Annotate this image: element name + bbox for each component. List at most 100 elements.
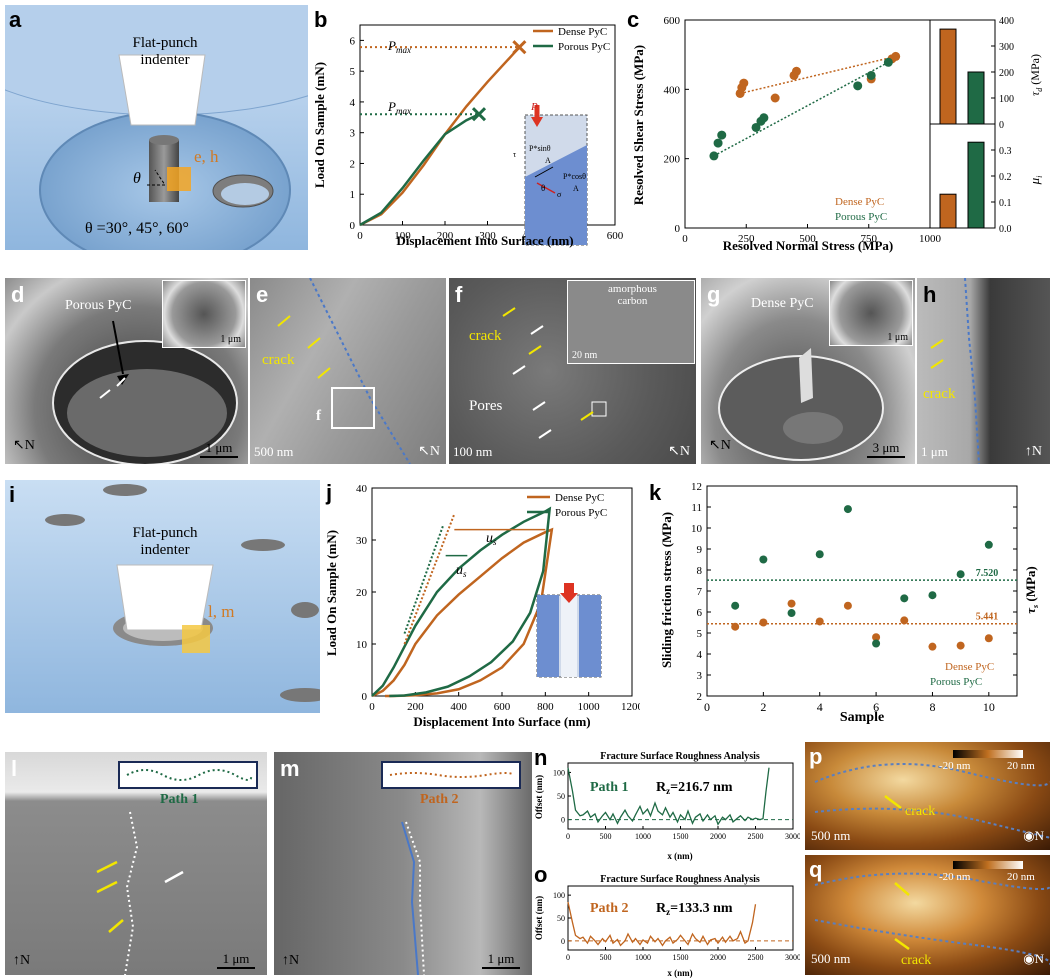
chart-c-ytick-label: 200	[664, 154, 681, 166]
chart-j-legend-porous: Porous PyC	[555, 507, 607, 519]
pmax-porous: Pmax	[387, 99, 411, 116]
inset-f2d: A	[573, 184, 579, 193]
panel-label-n: n	[534, 745, 548, 770]
chart-j-xtick-label: 0	[369, 701, 375, 713]
chart-c-ytick-label: 0	[675, 223, 681, 235]
panel-label-e: e	[256, 282, 269, 307]
chart-k-ytick-label: 3	[697, 670, 703, 682]
chart-k-point-dense	[815, 617, 824, 626]
chart-o-xtick-label: 3000	[785, 953, 800, 962]
chart-n-title: Fracture Surface Roughness Analysis	[600, 751, 760, 762]
panel-q-north: ◉N	[1023, 951, 1044, 966]
chart-b-ytick-label: 0	[350, 220, 356, 232]
panel-label-o: o	[534, 862, 548, 887]
chart-c-xtick-label: 250	[738, 233, 755, 245]
chart-k-point-dense	[956, 641, 965, 650]
chart-o-ytick-label: 0	[561, 937, 565, 946]
chart-c-inset-top-tick-label: 0	[999, 120, 1004, 131]
panel-p-cb-max: 20 nm	[1007, 760, 1035, 772]
panel-m-path: Path 2	[420, 792, 459, 807]
panel-f-north: ↖N	[668, 444, 690, 459]
panel-f-crack: crack	[469, 328, 502, 344]
chart-k-point-porous	[872, 639, 881, 648]
chart-c-bar-tau-porous	[967, 71, 985, 125]
chart-c: 0 250 500 750 1000 0 200 400 600 0 100 200 300 400 0.…	[631, 15, 1044, 253]
panel-e-crack: crack	[262, 352, 295, 368]
chart-c-inset-top-tick-label: 200	[999, 68, 1014, 79]
chart-j-tangent-porous	[403, 524, 445, 634]
chart-j-tangent-dense	[403, 513, 456, 645]
chart-c-bar-mu-porous	[967, 141, 985, 229]
panel-g: 1 μm g Dense PyC ↖N 3 μm	[701, 278, 915, 464]
chart-k-point-porous	[984, 540, 993, 549]
inset-tau: τ	[513, 150, 517, 159]
panel-p-scalebar: 500 nm	[811, 828, 851, 843]
chart-k-legend-dense: Dense PyC	[945, 661, 994, 673]
panel-label-d: d	[11, 282, 25, 307]
chart-c-xtick-label: 1000	[919, 233, 942, 245]
chart-n-xtick-label: 1000	[635, 832, 651, 841]
panel-d: 1 μm d Porous PyC ↖N 1 μm	[5, 278, 248, 464]
chart-j-xtick-label: 600	[494, 701, 511, 713]
chart-c-ylabel: Resolved Shear Stress (MPa)	[631, 45, 646, 205]
chart-k-point-dense	[787, 599, 796, 608]
panel-f-image	[502, 307, 607, 439]
panel-l-path: Path 1	[160, 792, 199, 807]
panel-o: Fracture Surface Roughness Analysis 0 500…	[532, 862, 800, 980]
chart-o-ytick-label: 50	[557, 914, 565, 923]
panel-l-image	[96, 761, 258, 975]
chart-o-rz: Rz=133.3 nm	[656, 901, 733, 917]
chart-k-xtick-label: 6	[873, 700, 879, 714]
chart-k-xtick-label: 10	[983, 700, 995, 714]
panel-d-inset: 1 μm	[162, 280, 246, 348]
panel-label-i: i	[9, 482, 16, 507]
pmax-dense: Pmax	[387, 38, 411, 55]
chart-j-xtick-label: 200	[407, 701, 424, 713]
chart-k-ylabel: Sliding friction stress (MPa)	[659, 512, 674, 668]
indentation-schematic	[5, 5, 308, 250]
chart-k-point-dense	[928, 642, 937, 651]
chart-b-legend-dense: Dense PyC	[558, 26, 607, 38]
indenter-label-line2: indenter	[140, 52, 190, 68]
panel-m-scalebar: 1 μm	[482, 951, 520, 969]
chart-k-ytick-label: 11	[691, 502, 702, 514]
panel-g-north: ↖N	[709, 438, 731, 453]
panel-label-c: c	[627, 7, 640, 32]
chart-n-rz: Rz=216.7 nm	[656, 780, 733, 796]
panel-p: p -20 nm 20 nm crack 500 nm ◉N	[805, 742, 1050, 850]
panel-n: Fracture Surface Roughness Analysis 0 500…	[532, 745, 800, 863]
chart-k-point-porous	[900, 594, 909, 603]
chart-k-point-dense	[731, 622, 740, 631]
chart-c-point-dense	[791, 66, 801, 76]
chart-o-xtick-label: 2000	[710, 953, 726, 962]
panel-f-inset: amorphous carbon 20 nm	[567, 280, 695, 364]
panel-label-h: h	[923, 282, 937, 307]
panel-a: a Flat-punch indenter e, h θ θ =30°, 45°…	[5, 5, 308, 250]
panel-f-inset-scale: 20 nm	[572, 350, 598, 361]
chart-o-ytick-label: 100	[553, 891, 565, 900]
chart-o: Fracture Surface Roughness Analysis 0 500…	[534, 874, 800, 978]
chart-c-point-porous	[751, 122, 761, 132]
chart-c-legend-dense: Dense PyC	[835, 196, 884, 208]
chart-n-ylabel: Offset (nm)	[534, 775, 544, 819]
chart-k-xtick-label: 4	[817, 700, 823, 714]
panel-e-box-label: f	[316, 408, 321, 424]
chart-k-mean-label-dense: 5.441	[976, 612, 999, 623]
chart-c-point-porous	[717, 130, 727, 140]
chart-b-pmax-marker	[512, 40, 527, 55]
panel-e-scalebar: 500 nm	[254, 444, 294, 459]
chart-n-path: Path 1	[590, 780, 629, 795]
chart-k-xlabel: Sample	[840, 710, 884, 725]
panel-i-schematic	[45, 484, 320, 702]
chart-b-series-dense	[359, 46, 521, 227]
panel-c: 0 250 500 750 1000 0 200 400 600 0 100 200 300 400 0.…	[625, 5, 1050, 270]
panel-d-scalebar: 1 μm	[200, 440, 238, 458]
chart-o-xtick-label: 0	[566, 953, 570, 962]
panel-i-indenter-label: Flat-punch indenter	[132, 525, 198, 558]
theta-symbol: θ	[133, 170, 141, 187]
chart-n-xtick-label: 1500	[673, 832, 689, 841]
panel-label-j: j	[326, 480, 333, 505]
chart-k-point-porous	[787, 609, 796, 618]
chart-k-point-dense	[872, 633, 881, 642]
